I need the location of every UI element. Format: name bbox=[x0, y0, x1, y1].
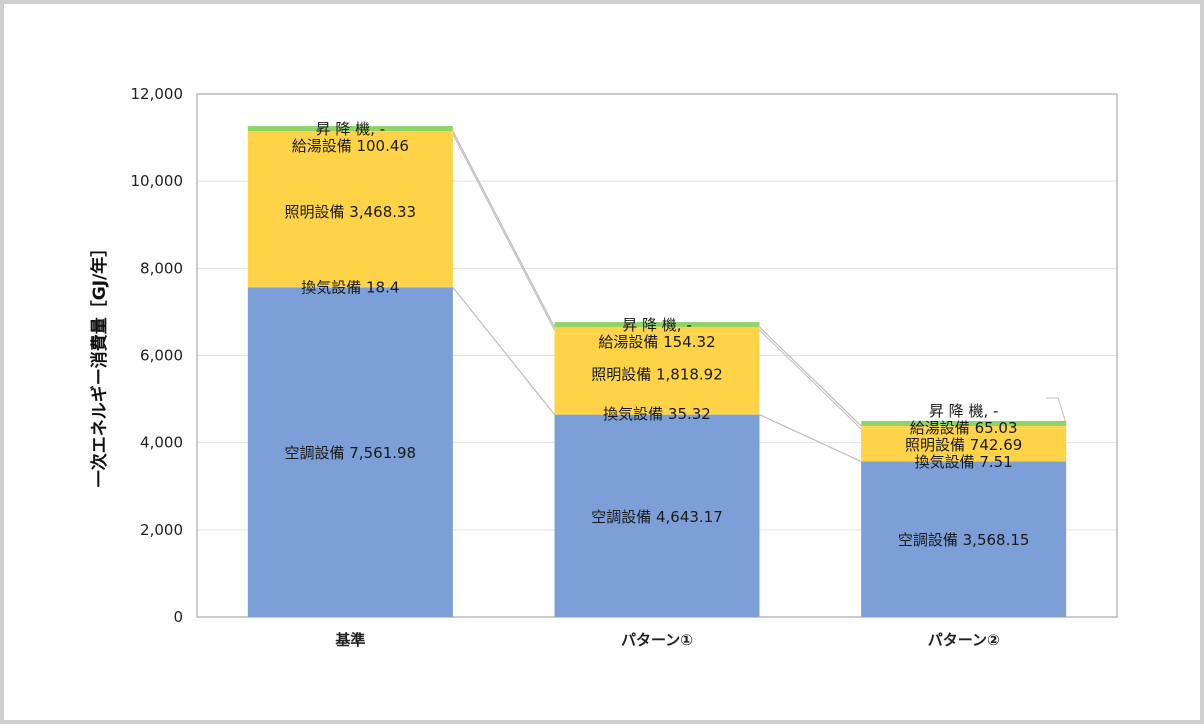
series-connector-line bbox=[452, 133, 555, 331]
label-leader-line bbox=[1046, 397, 1067, 425]
label-換気設備: 換気設備 7.51 bbox=[915, 453, 1013, 471]
label-換気設備: 換気設備 35.32 bbox=[603, 405, 711, 423]
y-tick-label: 2,000 bbox=[140, 521, 183, 539]
label-照明設備: 照明設備 3,468.33 bbox=[285, 203, 417, 221]
label-昇降機: 昇 降 機, - bbox=[622, 316, 692, 334]
label-給湯設備: 給湯設備 65.03 bbox=[910, 419, 1018, 437]
bar-segment-照明設備 bbox=[861, 428, 1067, 462]
series-connector-line bbox=[759, 414, 862, 463]
y-tick-label: 4,000 bbox=[140, 434, 183, 452]
label-給湯設備: 給湯設備 154.32 bbox=[598, 333, 715, 351]
bar-segment-給湯設備 bbox=[247, 131, 453, 136]
y-tick-label: 0 bbox=[173, 608, 183, 626]
label-空調設備: 空調設備 4,643.17 bbox=[591, 508, 723, 526]
y-tick-label: 12,000 bbox=[131, 85, 184, 103]
label-換気設備: 換気設備 18.4 bbox=[301, 279, 399, 297]
y-axis-title: 一次エネルギー消費量［GJ/年］ bbox=[89, 240, 110, 488]
bar-segment-換気設備 bbox=[247, 286, 453, 288]
series-connector-line bbox=[759, 329, 862, 430]
label-照明設備: 照明設備 1,818.92 bbox=[591, 365, 723, 383]
x-category-label: パターン① bbox=[621, 631, 693, 649]
x-category-label: 基準 bbox=[334, 631, 365, 649]
label-昇降機: 昇 降 機, - bbox=[316, 120, 386, 138]
label-空調設備: 空調設備 3,568.15 bbox=[898, 531, 1030, 549]
bar-segment-給湯設備 bbox=[861, 425, 1067, 429]
bar-segment-空調設備 bbox=[861, 461, 1067, 617]
series-connector-line bbox=[759, 326, 862, 427]
bar-segment-換気設備 bbox=[554, 413, 760, 415]
label-給湯設備: 給湯設備 100.46 bbox=[292, 137, 409, 155]
bar-segment-照明設備 bbox=[247, 135, 453, 287]
bar-segment-昇降機 bbox=[247, 126, 453, 132]
bar-segment-空調設備 bbox=[554, 414, 760, 617]
y-tick-label: 6,000 bbox=[140, 347, 183, 365]
bar-segment-昇降機 bbox=[861, 420, 1067, 426]
y-tick-label: 10,000 bbox=[131, 172, 184, 190]
bar-segment-空調設備 bbox=[247, 287, 453, 617]
bar-segment-給湯設備 bbox=[554, 327, 760, 334]
x-category-label: パターン② bbox=[928, 631, 1000, 649]
y-tick-label: 8,000 bbox=[140, 259, 183, 277]
series-connector-line bbox=[452, 130, 556, 328]
bar-segment-昇降機 bbox=[554, 322, 760, 328]
label-照明設備: 照明設備 742.69 bbox=[905, 436, 1022, 454]
bar-segment-照明設備 bbox=[554, 333, 760, 414]
series-connector-line bbox=[452, 287, 555, 416]
label-空調設備: 空調設備 7,561.98 bbox=[285, 444, 417, 462]
label-昇降機: 昇 降 機, - bbox=[929, 402, 999, 420]
